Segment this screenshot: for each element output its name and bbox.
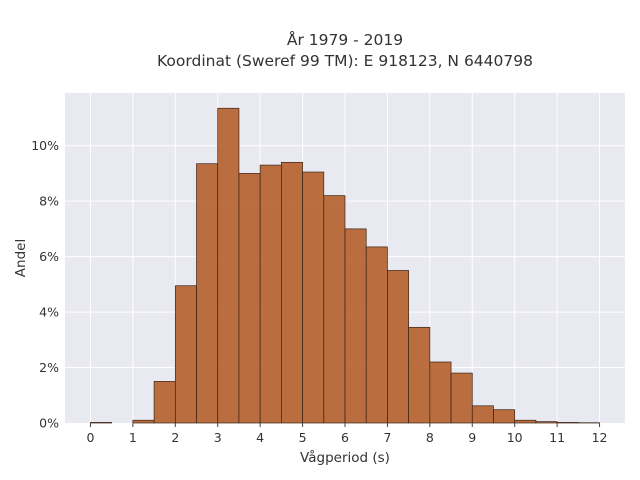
y-tick-label: 8% [39,194,59,209]
y-tick-label: 2% [39,360,59,375]
x-tick-label: 3 [214,430,222,445]
histogram-bar [514,419,537,424]
x-tick-label: 5 [299,430,307,445]
y-axis-ticks: 0% 2% 4% 6% 8% 10% [31,138,59,430]
chart-title-line1: År 1979 - 2019 [287,30,403,49]
histogram-bar [471,405,494,424]
histogram-bar [556,422,579,424]
x-tick-label: 8 [426,430,434,445]
x-axis-ticks: 0 1 2 3 4 5 6 7 8 9 10 11 12 [86,423,607,445]
histogram-bar [344,228,367,424]
histogram-bar [387,270,409,424]
histogram-bar [196,163,219,424]
x-tick-label: 6 [341,430,349,445]
histogram-bar [408,326,431,424]
y-tick-label: 6% [39,249,59,264]
histogram-bar [132,419,155,424]
x-axis-label: Vågperiod (s) [300,449,390,466]
y-tick-label: 0% [39,416,59,431]
histogram-bar [493,409,516,424]
x-tick-label: 0 [86,430,94,445]
histogram-bar [174,285,197,424]
y-tick-label: 10% [31,138,59,153]
histogram-bar [365,246,388,424]
histogram-bar [90,422,113,424]
x-tick-label: 7 [383,430,391,445]
histogram-bar [302,171,325,424]
histogram-bar [238,173,261,424]
histogram-bar [429,361,452,424]
x-tick-label: 12 [592,430,608,445]
histogram-bar [281,161,303,424]
chart-title-line2: Koordinat (Sweref 99 TM): E 918123, N 64… [157,52,533,70]
histogram-bar [259,164,282,424]
x-tick-label: 1 [129,430,137,445]
histogram-bar [450,372,473,424]
y-axis-label: Andel [13,239,29,277]
x-tick-label: 2 [171,430,179,445]
histogram-bar [217,107,240,424]
x-tick-label: 4 [256,430,264,445]
histogram-bar [535,421,558,424]
x-tick-label: 9 [468,430,476,445]
x-tick-label: 11 [549,430,565,445]
y-tick-label: 4% [39,305,59,320]
x-tick-label: 10 [507,430,523,445]
histogram-bar [153,381,176,424]
bars [90,107,600,424]
histogram-bar [323,195,346,424]
